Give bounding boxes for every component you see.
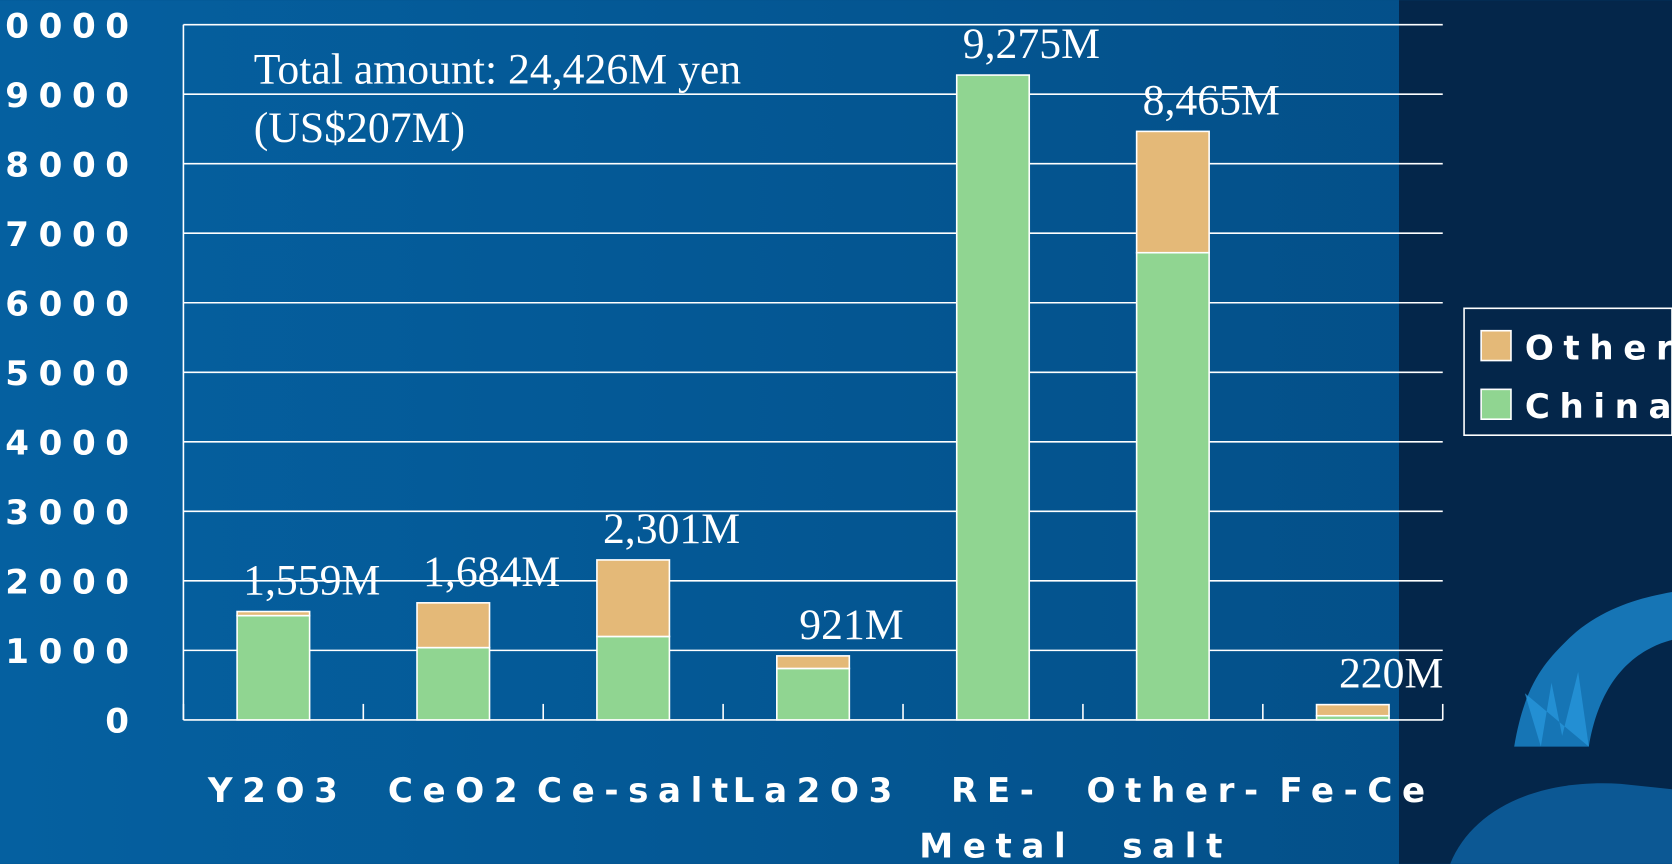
y-tick-label: 8000 — [5, 146, 138, 186]
y-tick-label: 4000 — [5, 424, 138, 464]
y-tick-label: 7000 — [5, 215, 138, 255]
bar-segment — [596, 635, 671, 721]
bar-segment — [955, 74, 1031, 721]
bar-segment — [776, 667, 851, 721]
y-tick-label: 6000 — [5, 285, 138, 325]
bar-segment — [1135, 130, 1210, 254]
value-label: 8,465M — [1143, 76, 1280, 124]
bar-segment — [596, 559, 671, 638]
legend-swatch — [1480, 329, 1512, 362]
legend-box — [1463, 307, 1672, 436]
x-tick-label: Fe-Ce — [1279, 771, 1434, 811]
value-label: 921M — [799, 601, 903, 649]
bar-segment — [236, 610, 311, 617]
y-tick-label: 10000 — [0, 6, 139, 46]
y-tick-label: 1000 — [5, 632, 138, 672]
y-tick-label: 9000 — [5, 76, 138, 116]
value-label: 1,559M — [243, 556, 380, 604]
x-tick-label: La2O3 — [733, 771, 902, 811]
value-label: 9,275M — [963, 20, 1100, 68]
decoration — [1450, 783, 1672, 864]
bar-segment — [776, 655, 851, 670]
y-tick-label: 3000 — [5, 493, 138, 533]
x-tick-label: Ce-salt — [537, 771, 738, 811]
bar-segment — [416, 602, 491, 649]
x-tick-label: Other-salt — [1087, 771, 1268, 864]
bar-segment — [1315, 703, 1390, 717]
y-tick-label: 0 — [105, 702, 138, 742]
x-tick-label: CeO2 — [388, 771, 527, 811]
x-tick-label: Y2O3 — [207, 771, 348, 811]
bar-segment — [416, 646, 491, 721]
legend-swatch — [1480, 388, 1512, 421]
value-label: 220M — [1339, 650, 1443, 698]
y-tick-label: 5000 — [5, 354, 138, 394]
legend-label: Others — [1525, 328, 1672, 368]
y-tick-label: 2000 — [5, 563, 138, 603]
bar-segment — [1135, 251, 1210, 721]
decoration — [1524, 671, 1589, 747]
annotation: Total amount: 24,426M yen — [254, 45, 741, 93]
value-label: 2,301M — [603, 505, 740, 553]
legend-label: China — [1525, 387, 1672, 427]
x-tick-label: RE-Metal — [919, 771, 1075, 864]
value-label: 1,684M — [423, 548, 560, 596]
annotation: (US$207M) — [254, 104, 465, 152]
bar-segment — [236, 614, 311, 721]
